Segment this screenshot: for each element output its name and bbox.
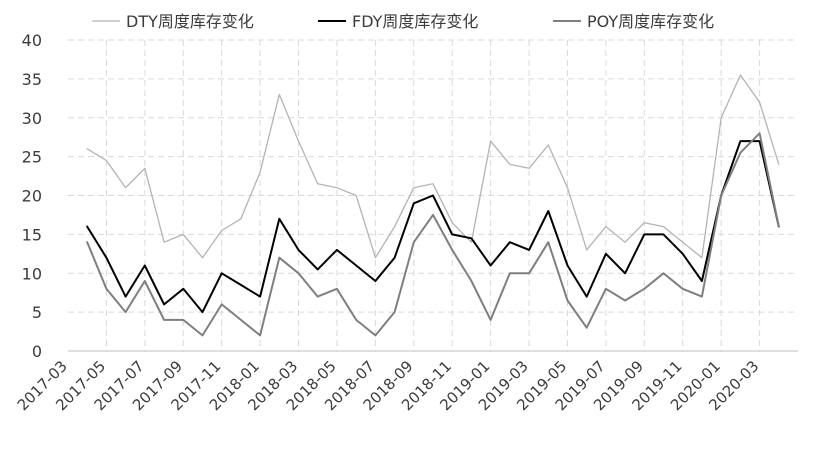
y-axis-tick-labels: 0 5 10 15 20 25 30 35 40 [22,31,42,361]
gridlines [68,39,798,351]
legend-label-3: POY周度库存变化 [587,12,714,31]
y-tick-label: 20 [22,187,42,206]
series-line-2 [86,140,780,314]
y-tick-label: 15 [22,225,42,244]
legend-label-1: DTY周度库存变化 [126,12,254,31]
x-axis-tick-labels: 2017-032017-052017-072017-092017-112018-… [14,357,763,414]
y-tick-label: 25 [22,148,42,167]
y-tick-label: 10 [22,264,42,283]
legend-label-2: FDY周度库存变化 [352,12,478,31]
series-line-1 [86,74,780,259]
series-line-3 [86,132,780,337]
y-tick-label: 0 [32,342,42,361]
y-tick-label: 35 [22,70,42,89]
y-tick-label: 5 [32,303,42,322]
y-tick-label: 40 [22,31,42,50]
legend: DTY周度库存变化 FDY周度库存变化 POY周度库存变化 [92,12,714,31]
data-series [86,74,780,337]
y-tick-label: 30 [22,109,42,128]
